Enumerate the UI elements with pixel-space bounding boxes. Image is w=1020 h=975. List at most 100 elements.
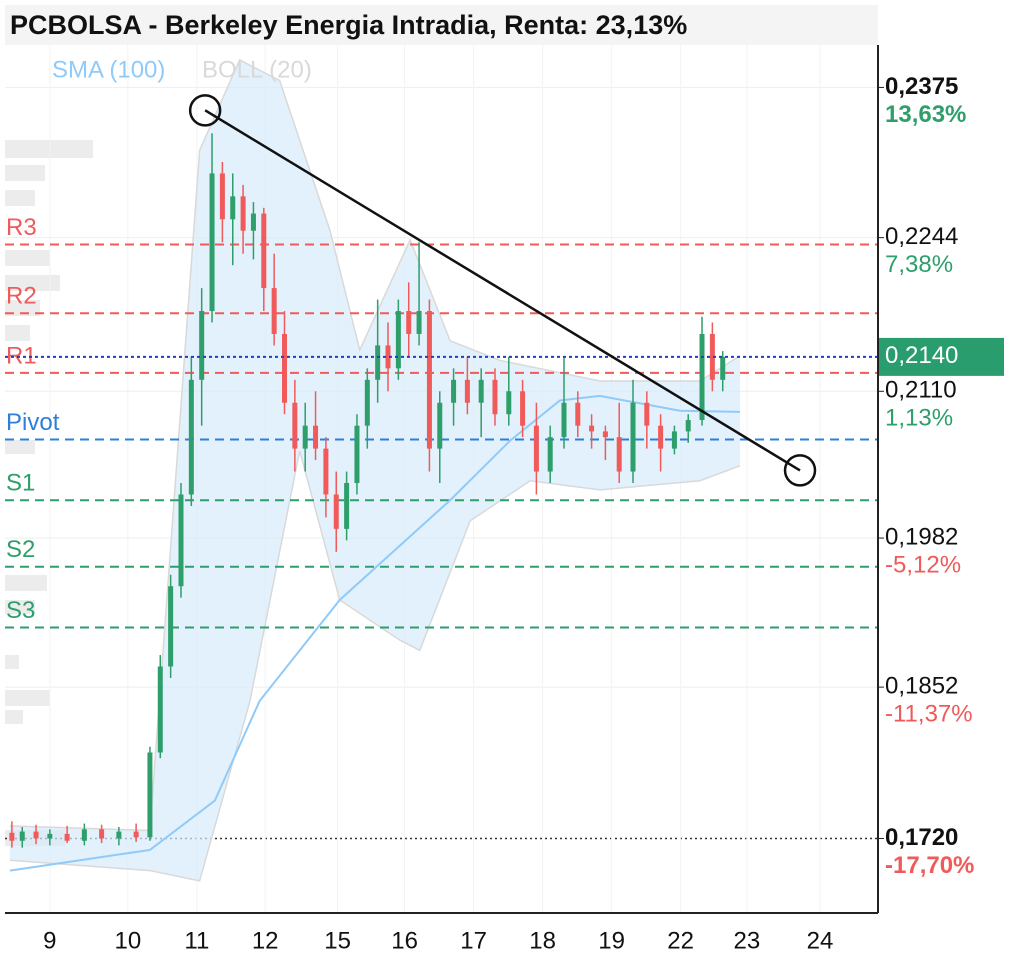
candle-body bbox=[364, 379, 370, 426]
candle-body bbox=[561, 402, 567, 438]
y-tick-label: 0,2375 bbox=[885, 73, 958, 100]
candle-body bbox=[9, 832, 15, 841]
candle-body bbox=[709, 333, 715, 380]
candle-body bbox=[451, 379, 457, 403]
candle-body bbox=[333, 494, 339, 529]
candle-body bbox=[685, 419, 691, 432]
y-tick-label: 0,2110 bbox=[885, 377, 957, 404]
pivot-label: R2 bbox=[6, 283, 37, 310]
y-tick-label: 0,1852 bbox=[885, 672, 958, 699]
legend-boll: BOLL (20) bbox=[202, 56, 312, 83]
candle-body bbox=[313, 425, 319, 449]
candle-body bbox=[416, 311, 422, 334]
candle-body bbox=[344, 483, 350, 529]
candle-body bbox=[589, 425, 595, 432]
title-bg bbox=[5, 5, 878, 45]
x-tick-label: 22 bbox=[667, 927, 694, 954]
trendline-handle bbox=[188, 94, 222, 127]
candle-body bbox=[630, 402, 636, 472]
boll-lower bbox=[9, 450, 741, 882]
candle-body bbox=[575, 402, 581, 426]
pivot-label: S2 bbox=[6, 536, 35, 563]
candle-body bbox=[19, 831, 25, 841]
candle-body bbox=[230, 196, 236, 220]
candle-body bbox=[437, 402, 443, 449]
x-tick-label: 24 bbox=[807, 927, 834, 954]
candle-body bbox=[406, 311, 412, 334]
candle-body bbox=[281, 333, 287, 403]
candle-body bbox=[602, 431, 608, 438]
candle-body bbox=[699, 333, 705, 420]
pivot-label: S1 bbox=[6, 470, 35, 497]
y-tick-change: -5,12% bbox=[885, 551, 961, 578]
candle-body bbox=[547, 437, 553, 472]
boll-upper bbox=[9, 58, 741, 832]
x-tick-label: 12 bbox=[252, 927, 279, 954]
pivot-label: Pivot bbox=[6, 409, 60, 436]
candle-body bbox=[219, 173, 225, 220]
candle-body bbox=[292, 402, 298, 449]
trendline-handle bbox=[783, 454, 817, 487]
candle-body bbox=[240, 196, 246, 231]
y-tick-label: 0,1982 bbox=[885, 523, 958, 550]
candle-body bbox=[250, 213, 256, 231]
candle-body bbox=[188, 379, 194, 495]
candle-body bbox=[506, 391, 512, 415]
x-tick-label: 11 bbox=[184, 927, 209, 954]
x-tick-label: 18 bbox=[529, 927, 556, 954]
candle-body bbox=[64, 833, 70, 841]
y-tick-change: 13,63% bbox=[885, 101, 966, 128]
y-tick-change: -11,37% bbox=[885, 700, 973, 727]
candle-body bbox=[492, 379, 498, 415]
candle-body bbox=[426, 311, 432, 449]
candle-body bbox=[157, 666, 163, 753]
candle-body bbox=[116, 831, 122, 839]
candle-body bbox=[464, 379, 470, 403]
candle-body bbox=[478, 379, 484, 403]
candle-body bbox=[133, 831, 139, 838]
candle-body bbox=[671, 431, 677, 449]
candle-body bbox=[354, 425, 360, 484]
candle-body bbox=[168, 586, 174, 667]
candle-body bbox=[199, 311, 205, 380]
candle-body bbox=[99, 829, 105, 839]
candle-body bbox=[178, 494, 184, 587]
sma-line bbox=[9, 394, 740, 872]
x-tick-label: 23 bbox=[734, 927, 761, 954]
x-tick-label: 16 bbox=[391, 927, 418, 954]
x-tick-label: 17 bbox=[460, 927, 487, 954]
candle-body bbox=[323, 448, 329, 495]
y-tick-label: 0,2244 bbox=[885, 223, 958, 250]
candle-body bbox=[533, 425, 539, 472]
candle-body bbox=[385, 345, 391, 369]
candle-body bbox=[33, 831, 39, 839]
candle-body bbox=[520, 391, 526, 426]
candle-body bbox=[209, 173, 215, 312]
candle-body bbox=[644, 402, 650, 426]
legend-sma: SMA (100) bbox=[52, 56, 165, 83]
candle-body bbox=[47, 833, 53, 839]
pivot-label: R3 bbox=[6, 214, 37, 241]
candle-body bbox=[720, 356, 726, 380]
chart-title: PCBOLSA - Berkeley Energia Intradia, Ren… bbox=[10, 10, 687, 40]
trendline bbox=[204, 109, 801, 472]
candle-body bbox=[658, 425, 664, 449]
x-tick-label: 10 bbox=[114, 927, 141, 954]
y-tick-change: -17,70% bbox=[885, 852, 974, 879]
candle-body bbox=[81, 829, 87, 841]
x-tick-label: 9 bbox=[43, 927, 56, 954]
pivot-label: S3 bbox=[6, 597, 35, 624]
y-tick-label: 0,1720 bbox=[885, 824, 958, 851]
y-tick-change: 7,38% bbox=[885, 251, 953, 278]
pivot-label: R1 bbox=[6, 342, 37, 369]
x-tick-label: 15 bbox=[324, 927, 351, 954]
y-tick-change: 1,13% bbox=[885, 405, 953, 432]
x-tick-label: 19 bbox=[598, 927, 625, 954]
candle-body bbox=[616, 437, 622, 472]
candle-body bbox=[261, 213, 267, 289]
candle-body bbox=[271, 288, 277, 334]
boll-band bbox=[9, 59, 740, 881]
last-price-label: 0,2140 bbox=[885, 342, 958, 369]
